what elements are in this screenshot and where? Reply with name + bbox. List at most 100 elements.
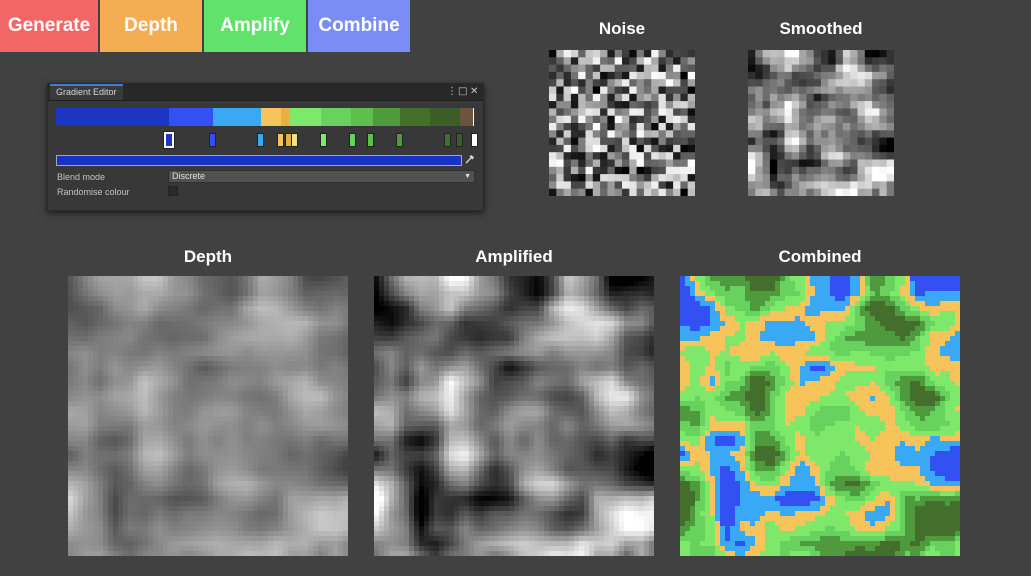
texture-pixel [409, 306, 415, 312]
texture-pixel [886, 71, 894, 80]
texture-pixel [263, 416, 269, 422]
gradient-stop[interactable] [320, 133, 327, 147]
texture-pixel [813, 152, 822, 161]
texture-pixel [313, 421, 319, 427]
gradient-stop-selected[interactable] [163, 131, 175, 149]
texture-pixel [93, 301, 99, 307]
texture-pixel [599, 346, 605, 352]
texture-pixel [248, 541, 254, 547]
gradient-stop[interactable] [257, 133, 264, 147]
texture-pixel [218, 516, 224, 522]
texture-pixel [183, 451, 189, 457]
depth-button[interactable]: Depth [100, 0, 202, 52]
texture-pixel [193, 366, 199, 372]
texture-pixel [384, 331, 390, 337]
texture-pixel [208, 486, 214, 492]
texture-pixel [163, 526, 169, 532]
maximize-icon[interactable]: □ [458, 86, 468, 97]
gradient-stop[interactable] [291, 133, 298, 147]
texture-pixel [328, 526, 334, 532]
blend-mode-label: Blend mode [57, 172, 106, 182]
texture-pixel [449, 311, 455, 317]
texture-pixel [248, 341, 254, 347]
texture-pixel [223, 331, 229, 337]
texture-pixel [424, 366, 430, 372]
texture-pixel [73, 306, 79, 312]
gradient-stops-row[interactable] [56, 131, 478, 149]
texture-pixel [83, 316, 89, 322]
gradient-stop[interactable] [367, 133, 374, 147]
texture-pixel [614, 346, 620, 352]
texture-pixel [554, 351, 560, 357]
generate-button[interactable]: Generate [0, 0, 98, 52]
combine-button[interactable]: Combine [308, 0, 410, 52]
texture-pixel [193, 426, 199, 432]
gradient-stop[interactable] [349, 133, 356, 147]
gradient-stop[interactable] [444, 133, 451, 147]
texture-pixel [123, 426, 129, 432]
texture-pixel [872, 86, 880, 95]
amplify-button[interactable]: Amplify [204, 0, 306, 52]
texture-pixel [755, 123, 764, 131]
texture-pixel [323, 391, 329, 397]
texture-pixel [123, 406, 129, 412]
texture-pixel [73, 286, 79, 292]
texture-pixel [258, 296, 264, 302]
texture-pixel [68, 301, 74, 307]
texture-pixel [213, 451, 219, 457]
gradient-stop[interactable] [456, 133, 463, 147]
eyedropper-icon[interactable] [463, 154, 476, 167]
texture-pixel [434, 311, 440, 317]
texture-pixel [278, 426, 284, 432]
texture-pixel [188, 276, 194, 282]
texture-pixel [643, 181, 652, 190]
texture-pixel [283, 401, 289, 407]
texture-pixel [298, 501, 304, 507]
texture-pixel [529, 311, 535, 317]
texture-pixel [138, 316, 144, 322]
texture-pixel [886, 181, 894, 190]
texture-pixel [213, 426, 219, 432]
texture-pixel [835, 137, 844, 146]
texture-pixel [158, 341, 164, 347]
texture-pixel [163, 446, 169, 452]
gradient-stop[interactable] [396, 133, 403, 147]
selected-color-field[interactable] [56, 155, 462, 166]
randomise-colour-checkbox[interactable] [168, 186, 178, 196]
close-icon[interactable]: ✕ [470, 86, 479, 97]
texture-pixel [629, 346, 635, 352]
texture-pixel [509, 281, 515, 287]
texture-pixel [148, 281, 154, 287]
texture-pixel [489, 331, 495, 337]
texture-pixel [673, 159, 681, 168]
texture-pixel [519, 301, 525, 307]
texture-pixel [828, 174, 837, 182]
texture-pixel [835, 159, 844, 168]
texture-pixel [629, 326, 635, 332]
gradient-stop[interactable] [471, 133, 478, 147]
texture-pixel [78, 516, 84, 522]
kebab-menu-icon[interactable]: ⋮ [447, 86, 457, 97]
texture-pixel [570, 181, 579, 190]
texture-pixel [278, 461, 284, 467]
gradient-stop[interactable] [209, 133, 216, 147]
texture-pixel [328, 311, 334, 317]
texture-pixel [138, 366, 144, 372]
texture-pixel [333, 461, 339, 467]
texture-pixel [208, 446, 214, 452]
gradient-stop[interactable] [277, 133, 284, 147]
gradient-preview-bar[interactable] [56, 108, 474, 126]
texture-pixel [658, 115, 667, 124]
blend-mode-dropdown[interactable]: Discrete ▼ [168, 170, 475, 183]
texture-pixel [879, 93, 888, 102]
texture-pixel [178, 496, 184, 502]
texture-pixel [158, 296, 164, 302]
gradient-editor-tab[interactable]: Gradient Editor [50, 84, 123, 100]
texture-pixel [592, 93, 601, 102]
texture-pixel [173, 311, 179, 317]
texture-pixel [323, 406, 329, 412]
texture-pixel [474, 321, 480, 327]
texture-pixel [651, 101, 660, 109]
texture-pixel [574, 296, 580, 302]
texture-pixel [278, 496, 284, 502]
